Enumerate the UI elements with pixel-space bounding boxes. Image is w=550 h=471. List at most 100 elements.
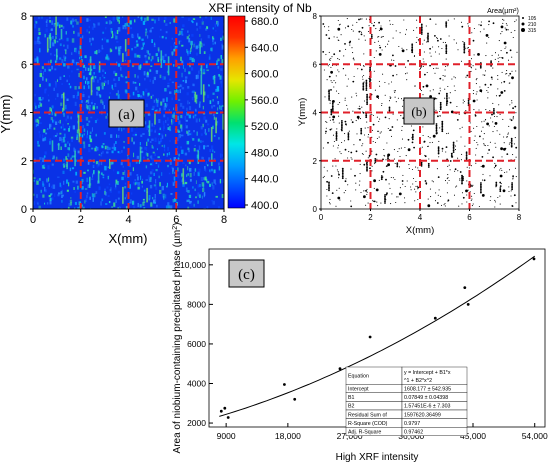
speckle [97,86,100,91]
speckle [181,72,183,78]
precipitate-point [484,119,487,121]
precipitate-point [413,55,416,57]
precipitate-point [467,23,469,25]
speckle [98,94,101,97]
speckle [146,125,149,130]
precipitate-point [350,200,352,202]
speckle [75,171,78,176]
precipitate-point [412,129,415,132]
precipitate-point [377,205,379,207]
precipitate-point [331,108,334,111]
precipitate-point [427,198,429,200]
precipitate-point [371,113,373,116]
precipitate-point [510,119,513,122]
speckle [39,103,43,107]
speckle [79,45,82,50]
precipitate-point [465,76,467,78]
speckle [52,157,55,160]
speckle [76,95,78,99]
speckle [181,44,184,47]
speckle [111,36,113,39]
precipitate-point [425,25,427,27]
speckle [107,80,109,85]
speckle [165,205,169,209]
speckle [139,205,141,209]
speckle [45,78,47,82]
precipitate-point [513,143,515,145]
precipitate-point [511,102,513,104]
speckle [145,60,148,65]
precipitate-point [397,97,399,99]
speckle [206,123,210,126]
speckle [106,146,109,151]
speckle [52,35,54,39]
speckle [94,51,97,54]
speckle [187,52,189,56]
speckle [198,103,201,108]
precipitate-point [427,166,430,168]
precipitate-point [331,107,334,110]
precipitate-point [447,177,449,179]
precipitate-point [515,146,518,149]
speckle [150,65,153,67]
precipitate-point [429,18,432,20]
speckle [101,38,103,41]
precipitate-point [463,43,466,46]
speckle [205,132,207,136]
speckle [173,60,176,63]
precipitate-point [333,86,335,88]
speckle [153,43,156,48]
speckle [71,138,73,142]
speckle [173,64,175,67]
speckle [165,119,167,123]
speckle [111,49,113,52]
precipitate-point [423,61,425,63]
speckle [81,134,84,138]
precipitate-point [476,125,478,128]
precipitate-point [514,21,516,23]
precipitate-point [448,164,450,166]
precipitate-point [515,156,517,158]
precipitate-point [366,95,368,98]
precipitate-point [323,26,326,28]
precipitate-point [438,53,440,55]
precipitate-point [435,109,437,111]
speckle [157,164,160,168]
speckle [145,179,148,181]
speckle [185,76,188,79]
speckle [202,140,204,143]
speckle [174,198,177,202]
speckle [112,33,114,38]
precipitate-point [454,77,456,79]
speckle [146,72,149,76]
precipitate-point [335,165,337,167]
precipitate-point [378,21,380,24]
speckle [201,18,203,23]
precipitate-point [330,70,333,74]
speckle [74,86,77,90]
speckle [139,204,142,208]
precipitate-point [514,30,516,32]
precipitate-point [446,178,448,180]
data-point [433,316,437,320]
speckle [177,66,181,69]
precipitate-point [463,50,466,52]
speckle [110,21,113,24]
precipitate-point [508,186,510,188]
speckle [181,16,184,18]
speckle [91,127,93,132]
precipitate-point [424,154,426,156]
speckle [173,176,176,181]
precipitate-point [446,97,448,100]
speckle [176,146,179,150]
precipitate-point [466,180,468,182]
speckle [211,182,213,186]
precipitate-point [377,130,379,132]
speckle [173,157,176,161]
speckle [86,105,89,110]
fit-table-value: 1597620.36499 [404,412,441,418]
precipitate-point [338,115,340,117]
speckle [150,95,153,99]
precipitate-point [501,57,504,59]
